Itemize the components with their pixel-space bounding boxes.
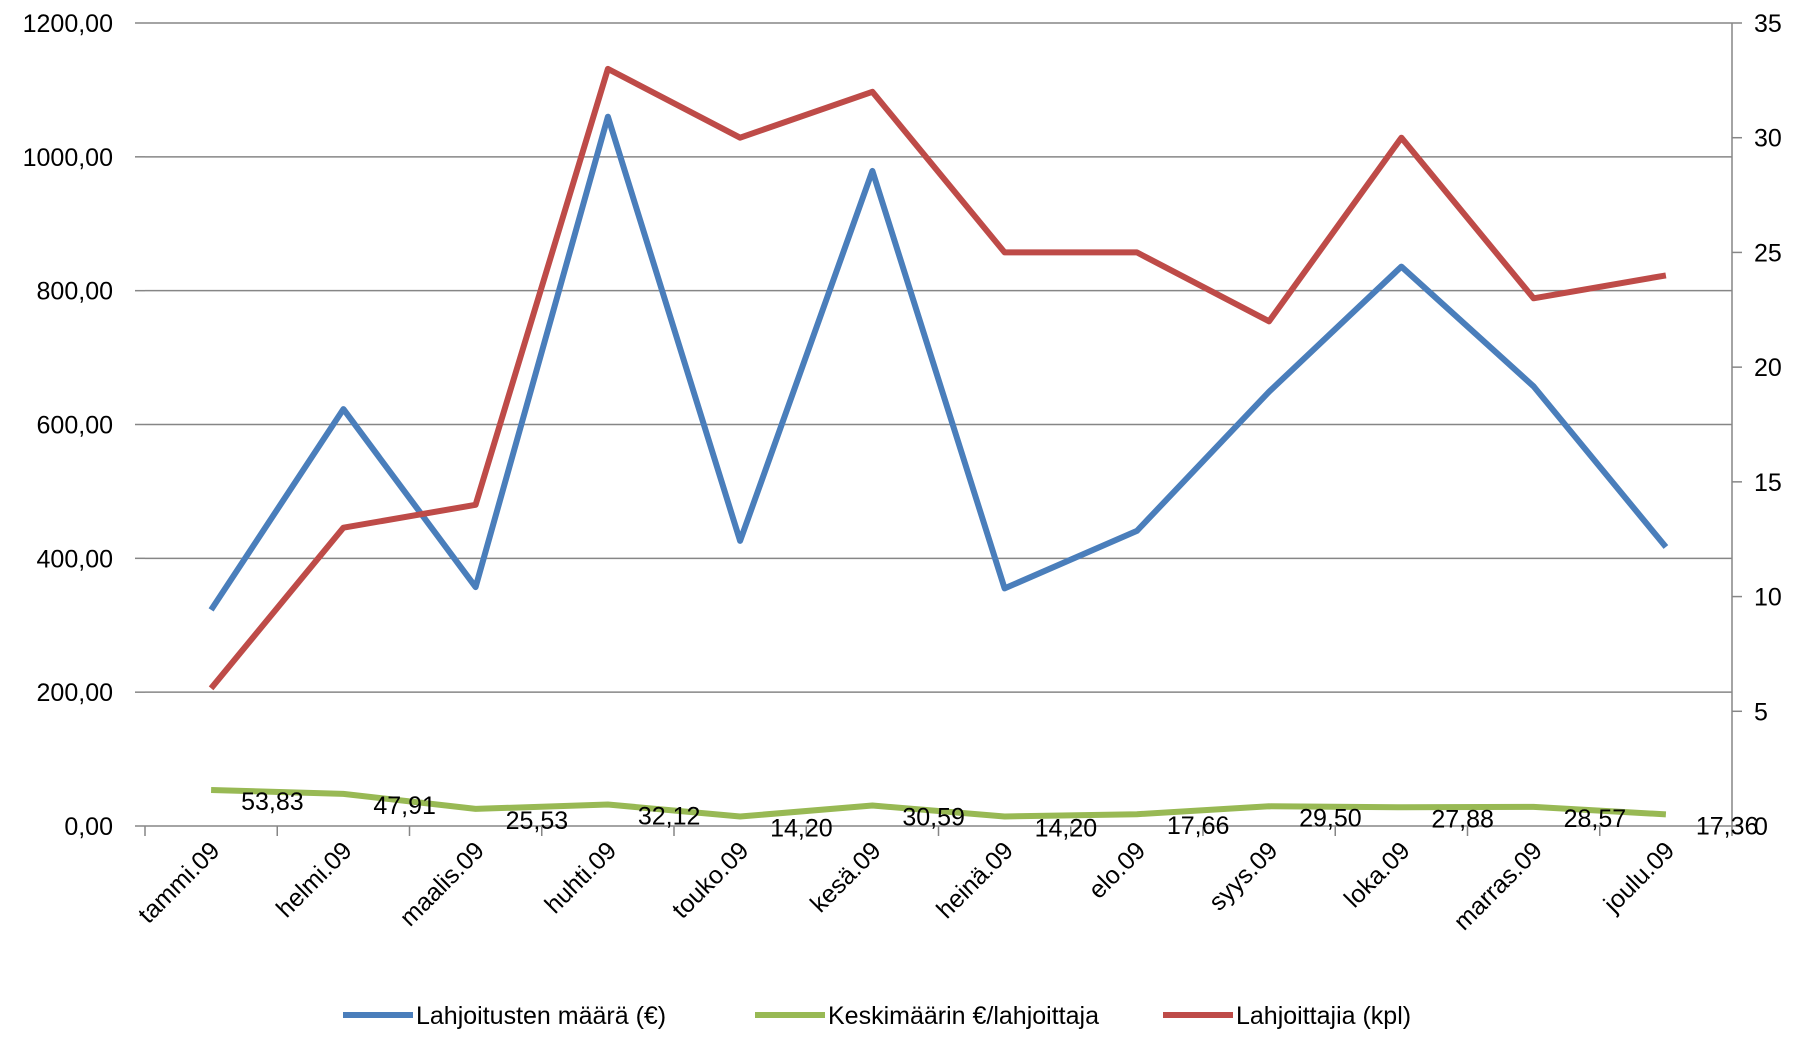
data-label: 14,20 xyxy=(1035,814,1098,842)
legend: Lahjoitusten määrä (€) Keskimäärin €/lahj… xyxy=(343,1002,1411,1030)
data-label: 17,66 xyxy=(1167,812,1230,840)
right-y-tick-label: 35 xyxy=(1754,10,1782,38)
data-label: 14,20 xyxy=(770,814,833,842)
right-y-tick-label: 5 xyxy=(1754,698,1768,726)
right-y-tick-label: 10 xyxy=(1754,584,1782,612)
x-tick-label: tammi.09 xyxy=(133,836,225,928)
left-y-tick-label: 0,00 xyxy=(64,813,113,841)
data-label: 17,36 xyxy=(1696,812,1759,840)
right-y-tick-label: 25 xyxy=(1754,239,1782,267)
x-tick-label: helmi.09 xyxy=(271,836,358,923)
x-tick-label: touko.09 xyxy=(667,836,755,924)
data-label: 53,83 xyxy=(241,788,304,816)
data-label: 47,91 xyxy=(373,792,436,820)
series-line-red xyxy=(208,65,1667,691)
data-label: 32,12 xyxy=(638,803,701,831)
x-axis-ticks: tammi.09 helmi.09 maalis.09 huhti.09 touko.0… xyxy=(133,826,1733,936)
data-label: 30,59 xyxy=(902,804,965,832)
legend-label: Keskimäärin €/lahjoittaja xyxy=(828,1002,1099,1030)
data-label: 29,50 xyxy=(1299,804,1362,832)
legend-label: Lahjoitusten määrä (€) xyxy=(416,1002,666,1030)
gridlines xyxy=(145,22,1732,693)
data-label: 28,57 xyxy=(1564,805,1627,833)
series-lines xyxy=(208,65,1669,820)
x-tick-label: marras.09 xyxy=(1448,836,1547,935)
left-y-axis-ticks: 0,00 200,00 400,00 600,00 800,00 1000,00 1200,… xyxy=(23,10,145,841)
left-y-tick-label: 400,00 xyxy=(37,545,113,573)
data-label: 27,88 xyxy=(1431,805,1494,833)
data-label: 25,53 xyxy=(506,807,569,835)
series-line-blue xyxy=(208,113,1669,612)
right-y-tick-label: 30 xyxy=(1754,125,1782,153)
x-tick-label: syys.09 xyxy=(1204,836,1284,916)
x-tick-label: maalis.09 xyxy=(394,836,489,931)
right-y-tick-label: 20 xyxy=(1754,354,1782,382)
right-y-tick-label: 0 xyxy=(1754,813,1768,841)
right-y-tick-label: 15 xyxy=(1754,469,1782,497)
x-tick-label: heinä.09 xyxy=(931,836,1019,924)
left-y-tick-label: 1200,00 xyxy=(23,10,113,38)
series-line-green xyxy=(211,787,1667,820)
legend-label: Lahjoittajia (kpl) xyxy=(1236,1002,1411,1030)
x-tick-label: huhti.09 xyxy=(539,836,622,919)
x-tick-label: loka.09 xyxy=(1339,836,1416,913)
left-y-tick-label: 600,00 xyxy=(37,412,113,440)
data-labels: 53,83 47,91 25,53 32,12 14,20 30,59 14,20 17,66… xyxy=(241,788,1758,843)
right-y-axis-ticks: 0 5 10 15 20 25 30 35 xyxy=(1732,10,1782,841)
left-y-tick-label: 800,00 xyxy=(37,278,113,306)
x-tick-label: joulu.09 xyxy=(1598,836,1680,918)
left-y-tick-label: 200,00 xyxy=(37,679,113,707)
left-y-tick-label: 1000,00 xyxy=(23,144,113,172)
x-tick-label: elo.09 xyxy=(1083,836,1151,904)
x-tick-label: kesä.09 xyxy=(805,836,887,918)
